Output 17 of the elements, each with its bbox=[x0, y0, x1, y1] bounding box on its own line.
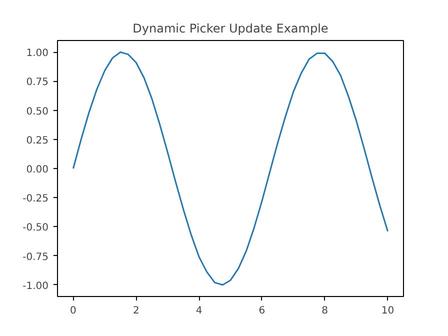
y-tick-label: 1.00 bbox=[26, 48, 48, 60]
y-tick-label: 0.50 bbox=[26, 106, 48, 118]
chart-title: Dynamic Picker Update Example bbox=[132, 22, 328, 36]
x-tick-label: 6 bbox=[258, 306, 266, 316]
x-tick-label: 0 bbox=[70, 306, 76, 316]
x-tick-label: 10 bbox=[381, 306, 394, 316]
y-tick-label: 0.25 bbox=[26, 135, 48, 146]
y-tick-label: -0.50 bbox=[22, 222, 48, 234]
line-series bbox=[72, 51, 389, 286]
y-tick-label: -1.00 bbox=[22, 280, 48, 292]
x-tick-label: 8 bbox=[322, 306, 328, 316]
x-tick-label: 2 bbox=[132, 306, 140, 316]
x-tick-label: 4 bbox=[196, 306, 202, 316]
y-tick-label: -0.75 bbox=[22, 252, 48, 263]
y-tick-label: 0.75 bbox=[26, 77, 48, 88]
y-tick-label: 0.00 bbox=[26, 164, 48, 176]
y-tick-label: -0.25 bbox=[22, 194, 48, 205]
